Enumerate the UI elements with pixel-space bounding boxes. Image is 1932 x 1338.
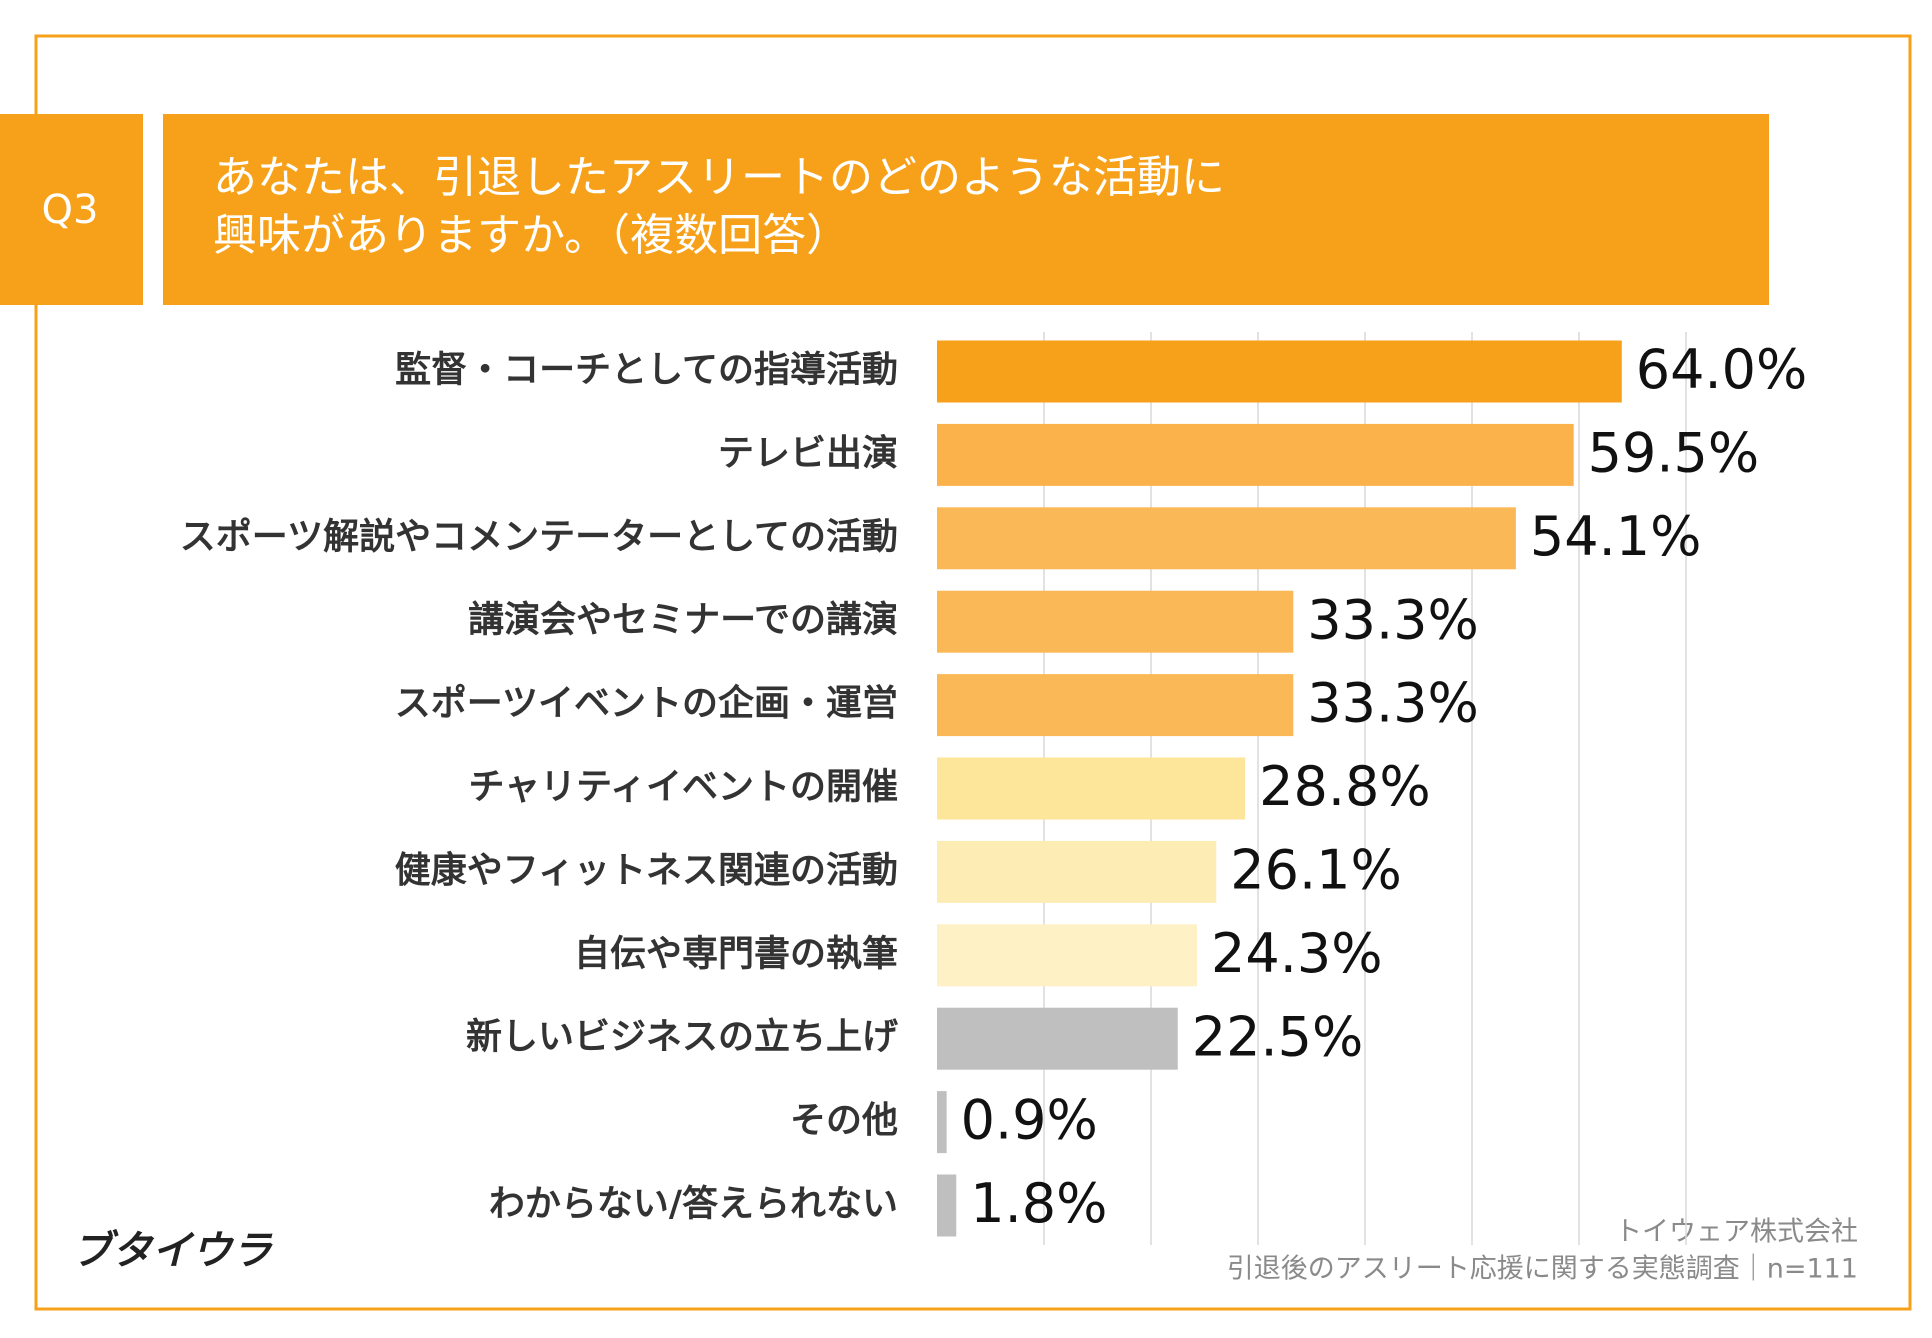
source: 引退後のアスリート応援に関する実態調査｜n=111 (1227, 1254, 1858, 1285)
category-label: チャリティイベントの開催 (469, 767, 898, 808)
source: トイウェア株式会社 (1615, 1217, 1858, 1248)
chart-title: あなたは、引退したアスリートのどのような活動に (213, 152, 1225, 203)
category-label: その他 (790, 1100, 898, 1141)
category-label: 自伝や専門書の執筆 (574, 933, 898, 974)
value-label: 22.5% (1192, 1005, 1364, 1068)
value-label: 64.0% (1636, 338, 1808, 401)
category-label: スポーツイベントの企画・運営 (395, 682, 898, 724)
logo: ブタイウラ (72, 1228, 273, 1274)
frame (34, 34, 1912, 1311)
value-label: 24.3% (1211, 922, 1383, 985)
question-box (0, 114, 143, 305)
bar (937, 507, 1516, 570)
plot: 監督・コーチとしての指導活動 64.0% テレビ出演 59.5% スポーツ解説やコメンテ… (180, 338, 1808, 1237)
bar (937, 674, 1294, 737)
value-label: 26.1% (1230, 839, 1402, 902)
bar (937, 340, 1622, 403)
bar (937, 1174, 957, 1237)
category-label: 新しいビジネスの立ち上げ (466, 1017, 898, 1058)
category-label: 講演会やセミナーでの講演 (468, 599, 898, 641)
bar (937, 1007, 1178, 1070)
question-label: Q3 (42, 187, 99, 233)
value-label: 0.9% (961, 1089, 1098, 1152)
category-label: スポーツ解説やコメンテーターとしての活動 (180, 515, 898, 557)
category-label: テレビ出演 (718, 433, 898, 474)
value-label: 54.1% (1530, 505, 1702, 568)
value-label: 28.8% (1259, 755, 1431, 818)
bar (937, 840, 1217, 903)
bar (937, 757, 1246, 820)
title-banner (163, 114, 1769, 305)
value-label: 59.5% (1588, 422, 1760, 485)
category-label: 健康やフィットネス関連の活動 (395, 849, 898, 891)
bar (937, 590, 1294, 653)
value-label: 33.3% (1307, 588, 1479, 651)
bar (937, 423, 1574, 486)
bar (937, 1091, 947, 1154)
chart-title: 興味がありますか。（複数回答） (213, 210, 850, 261)
category-label: わからない/答えられない (489, 1184, 898, 1225)
value-label: 1.8% (970, 1172, 1107, 1235)
bar (937, 924, 1198, 987)
value-label: 33.3% (1307, 672, 1479, 735)
category-label: 監督・コーチとしての指導活動 (395, 350, 898, 391)
